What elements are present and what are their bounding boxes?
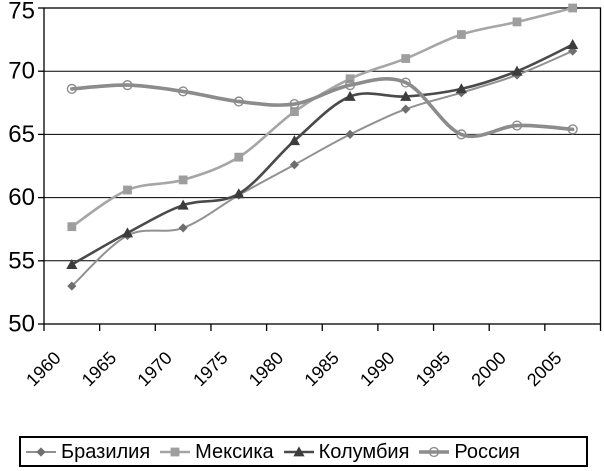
mexico-marker-icon [178,175,188,185]
russia-legend-marker-icon [429,446,440,457]
y-tick-label: 65 [8,121,35,148]
brazil-legend-marker-icon [36,446,46,457]
legend-label-brazil: Бразилия [61,440,151,463]
mexico-marker-icon [512,17,522,27]
colombia-line [70,43,574,266]
russia-marker-icon [567,124,578,135]
x-tick-label: 1960 [22,348,64,390]
brazil-diamond-line-icon [26,446,56,457]
brazil-marker-icon [345,129,355,139]
brazil-marker-icon [67,281,77,291]
mexico-square-line-icon [160,447,191,456]
colombia-marker-icon [233,188,245,199]
brazil-marker-icon [401,104,411,114]
legend-label-mexico: Мексика [195,440,274,463]
colombia-marker-icon [400,90,412,101]
colombia-marker-icon [288,135,301,146]
y-tick-label: 55 [8,247,35,274]
russia-marker-icon [66,83,77,94]
russia-marker-icon [456,129,467,140]
y-tick-label: 70 [8,58,35,85]
mexico-marker-icon [67,222,77,232]
legend-item-mexico: Мексика [160,440,274,463]
legend-label-colombia: Колумбия [318,440,410,463]
mexico-marker-icon [568,3,578,13]
russia-marker-icon [511,120,523,131]
colombia-marker-icon [567,39,579,50]
mexico-marker-icon [345,74,355,84]
colombia-marker-icon [66,258,78,269]
x-tick-label: 1975 [189,348,231,390]
russia-marker-icon [178,86,189,97]
legend: Бразилия Мексика Колумбия Россия [19,436,588,467]
russia-marker-icon [233,96,244,107]
brazil-marker-icon [178,223,188,233]
mexico-marker-icon [456,30,466,39]
plot-border [43,7,602,325]
x-tick-label: 1985 [300,348,342,390]
colombia-triangle-line-icon [283,445,314,456]
brazil-marker-icon [289,160,300,170]
x-tick-label: 1980 [245,348,287,390]
legend-item-brazil: Бразилия [26,442,150,462]
colombia-marker-icon [344,90,356,101]
colombia-marker-icon [511,65,523,76]
x-tick-label: 2005 [523,348,565,390]
y-tick-label: 50 [8,311,35,338]
russia-marker-icon [344,80,356,91]
mexico-marker-icon [123,185,132,195]
legend-label-russia: Россия [454,440,520,463]
legend-item-russia: Россия [419,442,520,462]
colombia-legend-marker-icon [293,445,305,456]
colombia-marker-icon [455,83,467,94]
x-tick-label: 1995 [412,348,454,390]
colombia-marker-icon [177,199,189,210]
mexico-marker-icon [234,152,244,162]
y-tick-label: 75 [8,0,35,25]
russia-marker-icon [400,77,411,88]
brazil-marker-icon [568,46,578,56]
russia-marker-icon [289,98,300,110]
x-tick-label: 1965 [78,348,120,390]
plot-area: 50 55 60 65 70 75 1960 1965 1970 1975 1980 1985 1990… [8,0,602,390]
x-tick-label: 1990 [356,348,398,390]
mexico-marker-icon [401,54,411,63]
x-tick-label: 2000 [467,348,509,390]
y-tick-label: 60 [8,184,35,211]
mexico-legend-marker-icon [170,447,180,456]
mexico-marker-icon [290,107,299,117]
russia-line [70,77,575,138]
legend-item-colombia: Колумбия [283,440,410,463]
brazil-line [70,49,574,288]
russia-circle-line-icon [419,446,450,457]
colombia-marker-icon [121,227,134,238]
mexico-line [70,6,574,228]
x-tick-label: 1970 [133,348,175,390]
russia-marker-icon [122,80,133,91]
